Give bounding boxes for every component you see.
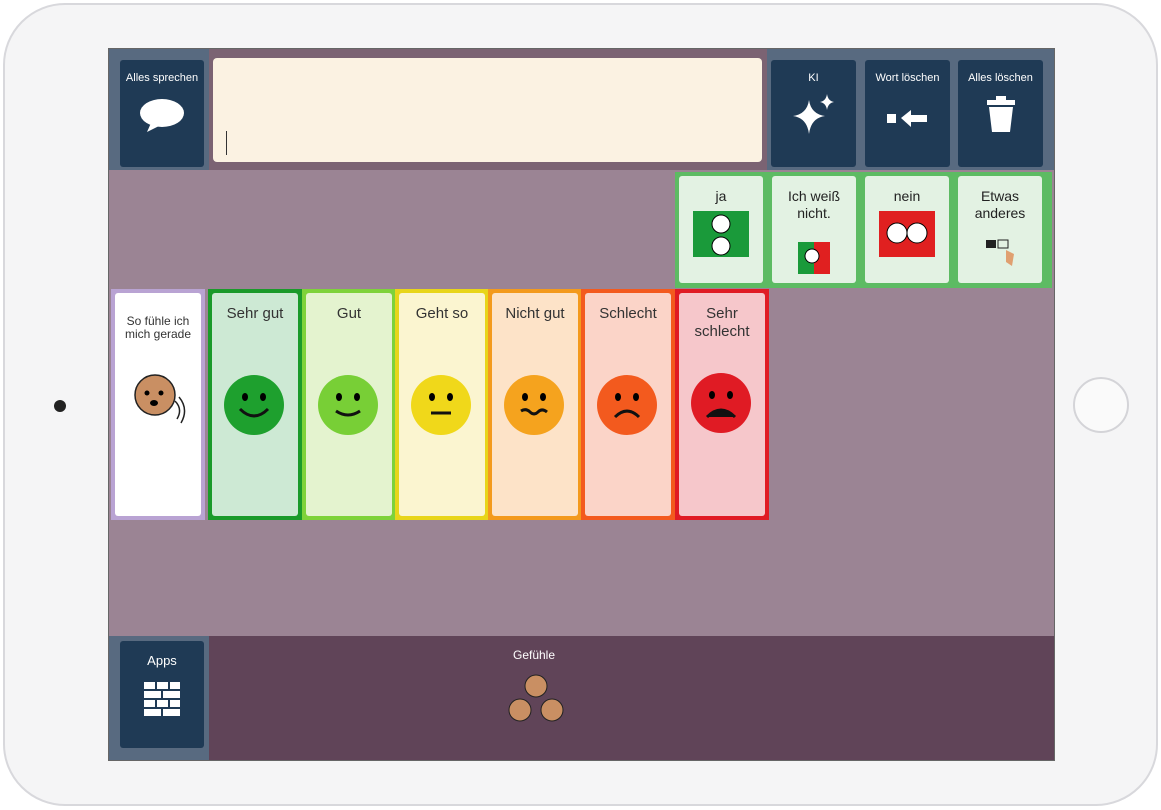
button-label: Sehr schlecht	[694, 305, 750, 340]
faces-icon	[508, 674, 564, 722]
button-label: Apps	[147, 653, 177, 668]
speech-icon	[140, 99, 184, 132]
apps-button[interactable]: Apps	[120, 641, 204, 748]
button-label: Geht so	[415, 305, 469, 322]
bottom-bar	[209, 636, 1054, 760]
backspace-icon	[886, 110, 927, 127]
button-label: KI	[808, 72, 819, 84]
face-icon	[224, 375, 284, 435]
feeling-option[interactable]: Sehr gut	[208, 289, 302, 520]
button-label: So fühle ich mich gerade	[124, 314, 192, 341]
speak-button[interactable]: Alles sprechen	[120, 60, 204, 167]
button-label: Gefühle	[512, 648, 556, 662]
sparkle-icon	[792, 94, 834, 134]
answer-icon	[879, 211, 935, 257]
ki-button[interactable]: KI	[771, 60, 856, 167]
feeling-option[interactable]: Gut	[302, 289, 396, 520]
button-label: Etwas anderes	[974, 188, 1026, 221]
feeling-option[interactable]: Schlecht	[581, 289, 675, 520]
clear-all-button[interactable]: Alles löschen	[958, 60, 1043, 167]
button-label: Gut	[336, 305, 362, 322]
face-icon	[318, 375, 378, 435]
quick-answer[interactable]: ja	[679, 176, 763, 283]
button-label: Schlecht	[599, 305, 657, 322]
folder-button[interactable]: Gefühle	[484, 648, 584, 731]
button-label: Nicht gut	[505, 305, 565, 322]
home-button[interactable]	[1073, 377, 1129, 433]
quick-answer[interactable]: nein	[865, 176, 949, 283]
answer-icon	[986, 239, 1014, 266]
delete-word-button[interactable]: Wort löschen	[865, 60, 950, 167]
button-label: nein	[893, 188, 921, 204]
feeling-option[interactable]: Sehr schlecht	[675, 289, 769, 520]
button-label: ja	[715, 188, 727, 204]
person-icon	[134, 374, 186, 424]
face-icon	[411, 375, 471, 435]
message-box[interactable]	[213, 58, 762, 162]
face-icon	[597, 375, 657, 435]
apps-icon	[144, 682, 180, 716]
feeling-option[interactable]: Nicht gut	[488, 289, 582, 520]
button-label: Ich weiß nicht.	[787, 188, 841, 221]
button-label: Wort löschen	[875, 72, 940, 84]
camera	[54, 400, 66, 412]
button-label: Alles sprechen	[125, 72, 199, 84]
feeling-intro[interactable]: So fühle ich mich gerade	[111, 289, 205, 520]
face-icon	[691, 373, 751, 433]
trash-icon	[986, 96, 1015, 132]
button-label: Alles löschen	[968, 72, 1033, 84]
feeling-option[interactable]: Geht so	[395, 289, 489, 520]
quick-answer[interactable]: Ich weiß nicht.	[772, 176, 856, 283]
answer-icon	[693, 211, 749, 257]
quick-answer[interactable]: Etwas anderes	[958, 176, 1042, 283]
face-icon	[504, 375, 564, 435]
answer-icon	[798, 242, 830, 274]
button-label: Sehr gut	[226, 305, 284, 322]
